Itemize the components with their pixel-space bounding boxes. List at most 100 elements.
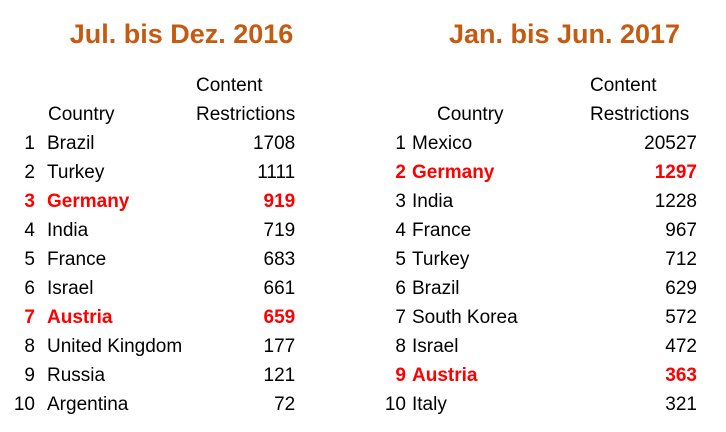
country-cell: Germany [47,191,130,212]
table-row: 10 Argentina 72 [8,390,295,419]
country-cell: France [412,220,472,241]
value-cell: 719 [263,220,296,241]
country-header: Country [437,104,504,125]
rank-cell: 4 [24,220,35,241]
table-row: 4 France 967 [379,216,697,245]
restrictions-table-2017: Content Country Restrictions 1 Mexico 20… [379,71,697,419]
country-cell: Russia [47,365,106,386]
value-header-line1: Content [196,75,263,96]
country-cell: Austria [47,307,113,328]
value-cell: 967 [665,220,697,241]
value-cell: 1297 [654,162,697,183]
rank-cell: 6 [24,278,35,299]
value-cell: 177 [263,336,296,357]
panel-title-2017: Jan. bis Jun. 2017 [448,19,681,49]
panel-2016-h2: Jul. bis Dez. 2016 Content Country Restr… [8,19,295,419]
rank-cell: 6 [395,278,406,299]
rank-cell: 9 [395,365,406,386]
country-cell: Italy [412,394,447,415]
value-header-line2: Restrictions [196,104,296,125]
table-body: Content Country Restrictions 1 Brazil 17… [8,71,295,419]
value-cell: 683 [263,249,296,270]
restrictions-table-2016: Content Country Restrictions 1 Brazil 17… [8,71,295,419]
country-cell: India [47,220,89,241]
table-header-row-2: Country Restrictions [8,100,295,129]
header-spacer [8,71,196,100]
rank-cell: 2 [24,162,35,183]
value-cell: 121 [263,365,296,386]
rank-cell: 2 [395,162,406,183]
table-row: 6 Brazil 629 [379,274,697,303]
rank-cell: 10 [13,394,35,415]
rank-cell: 7 [24,307,35,328]
table-row: 8 Israel 472 [379,332,697,361]
table-row: 6 Israel 661 [8,274,295,303]
value-cell: 20527 [644,133,697,154]
table-header-row-1: Content [8,71,295,100]
rank-cell: 4 [395,220,406,241]
table-row: 9 Austria 363 [379,361,697,390]
table-row: 3 Germany 919 [8,187,295,216]
table-row: 9 Russia 121 [8,361,295,390]
country-cell: Argentina [47,394,129,415]
table-row: 7 Austria 659 [8,303,295,332]
rank-cell: 3 [395,191,406,212]
country-header: Country [48,104,115,125]
table-header-row-1: Content [379,71,697,100]
table-row: 1 Brazil 1708 [8,129,295,158]
table-row: 5 Turkey 712 [379,245,697,274]
panel-title-2016: Jul. bis Dez. 2016 [69,19,294,49]
value-cell: 363 [665,365,697,386]
rank-cell: 1 [24,133,35,154]
rank-cell: 3 [24,191,35,212]
value-cell: 659 [263,307,296,328]
table-row: 3 India 1228 [379,187,697,216]
country-cell: India [412,191,454,212]
value-header-line2: Restrictions [590,104,690,125]
country-cell: Austria [412,365,478,386]
table-row: 1 Mexico 20527 [379,129,697,158]
country-cell: Mexico [412,133,473,154]
country-cell: South Korea [412,307,518,328]
table-row: 2 Germany 1297 [379,158,697,187]
country-cell: Brazil [412,278,460,299]
rank-cell: 8 [24,336,35,357]
country-cell: United Kingdom [47,336,183,357]
value-cell: 919 [263,191,296,212]
panel-2017-h1: Jan. bis Jun. 2017 Content Country Restr… [363,0,726,432]
table-row: 7 South Korea 572 [379,303,697,332]
value-cell: 661 [263,278,296,299]
table-header-row-2: Country Restrictions [379,100,697,129]
value-cell: 1708 [252,133,296,154]
table-row: 2 Turkey 1111 [8,158,295,187]
country-cell: Israel [47,278,94,299]
country-cell: Germany [412,162,495,183]
rank-cell: 8 [395,336,406,357]
value-cell: 712 [665,249,697,270]
value-header-line1: Content [590,75,657,96]
rank-cell: 10 [384,394,406,415]
country-cell: France [47,249,107,270]
value-cell: 472 [665,336,697,357]
country-cell: Turkey [412,249,470,270]
table-row: 5 France 683 [8,245,295,274]
table-body: Content Country Restrictions 1 Mexico 20… [379,71,697,419]
value-cell: 1228 [654,191,697,212]
country-cell: Brazil [47,133,95,154]
value-cell: 1111 [257,162,296,183]
value-cell: 629 [665,278,697,299]
rank-cell: 9 [24,365,35,386]
rank-cell: 5 [395,249,406,270]
value-cell: 572 [665,307,697,328]
table-row: 8 United Kingdom 177 [8,332,295,361]
rank-cell: 7 [395,307,406,328]
country-cell: Turkey [47,162,105,183]
value-cell: 72 [274,394,296,415]
rank-cell: 1 [395,133,406,154]
country-cell: Israel [412,336,459,357]
table-row: 10 Italy 321 [379,390,697,419]
table-row: 4 India 719 [8,216,295,245]
rank-cell: 5 [24,249,35,270]
value-cell: 321 [665,394,697,415]
